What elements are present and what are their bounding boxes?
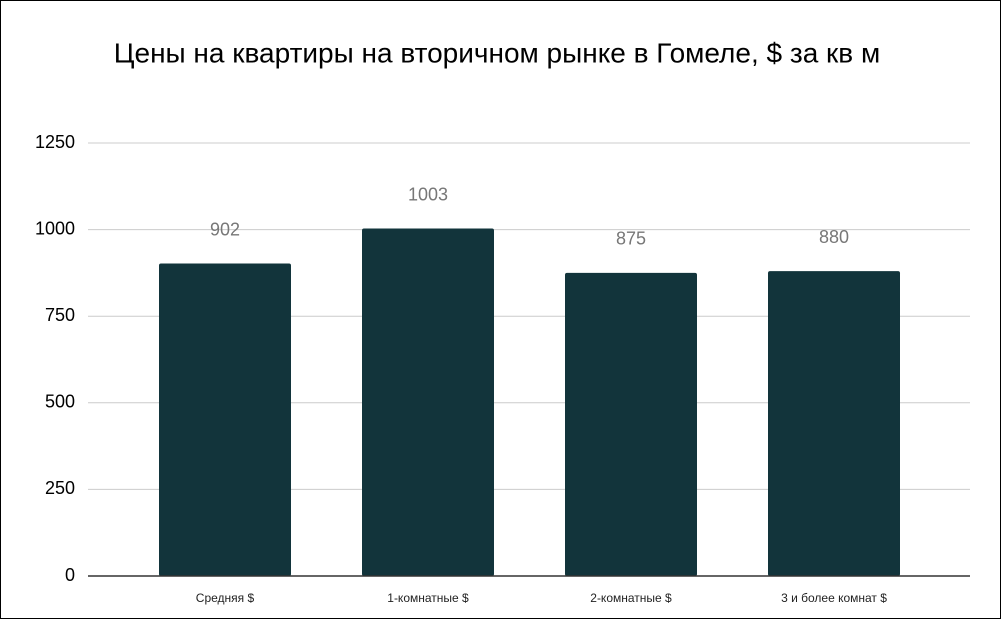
x-tick-label: 3 и более комнат $ [781, 591, 887, 605]
bar [565, 272, 697, 576]
x-tick-label: 2-комнатные $ [590, 591, 672, 605]
data-label: 875 [616, 229, 646, 249]
data-label: 880 [819, 227, 849, 247]
bar [159, 263, 291, 576]
y-tick-label: 500 [45, 392, 75, 412]
y-tick-label: 1250 [35, 132, 75, 152]
x-tick-label: Средняя $ [196, 591, 255, 605]
y-tick-label: 1000 [35, 218, 75, 238]
bar [768, 271, 900, 576]
data-label: 1003 [408, 184, 448, 204]
bar [362, 228, 494, 577]
x-tick-label: 1-комнатные $ [387, 591, 469, 605]
data-label: 902 [210, 219, 240, 239]
y-tick-label: 250 [45, 478, 75, 498]
y-tick-label: 0 [65, 565, 75, 585]
chart-title: Цены на квартиры на вторичном рынке в Го… [114, 37, 880, 68]
y-tick-label: 750 [45, 305, 75, 325]
